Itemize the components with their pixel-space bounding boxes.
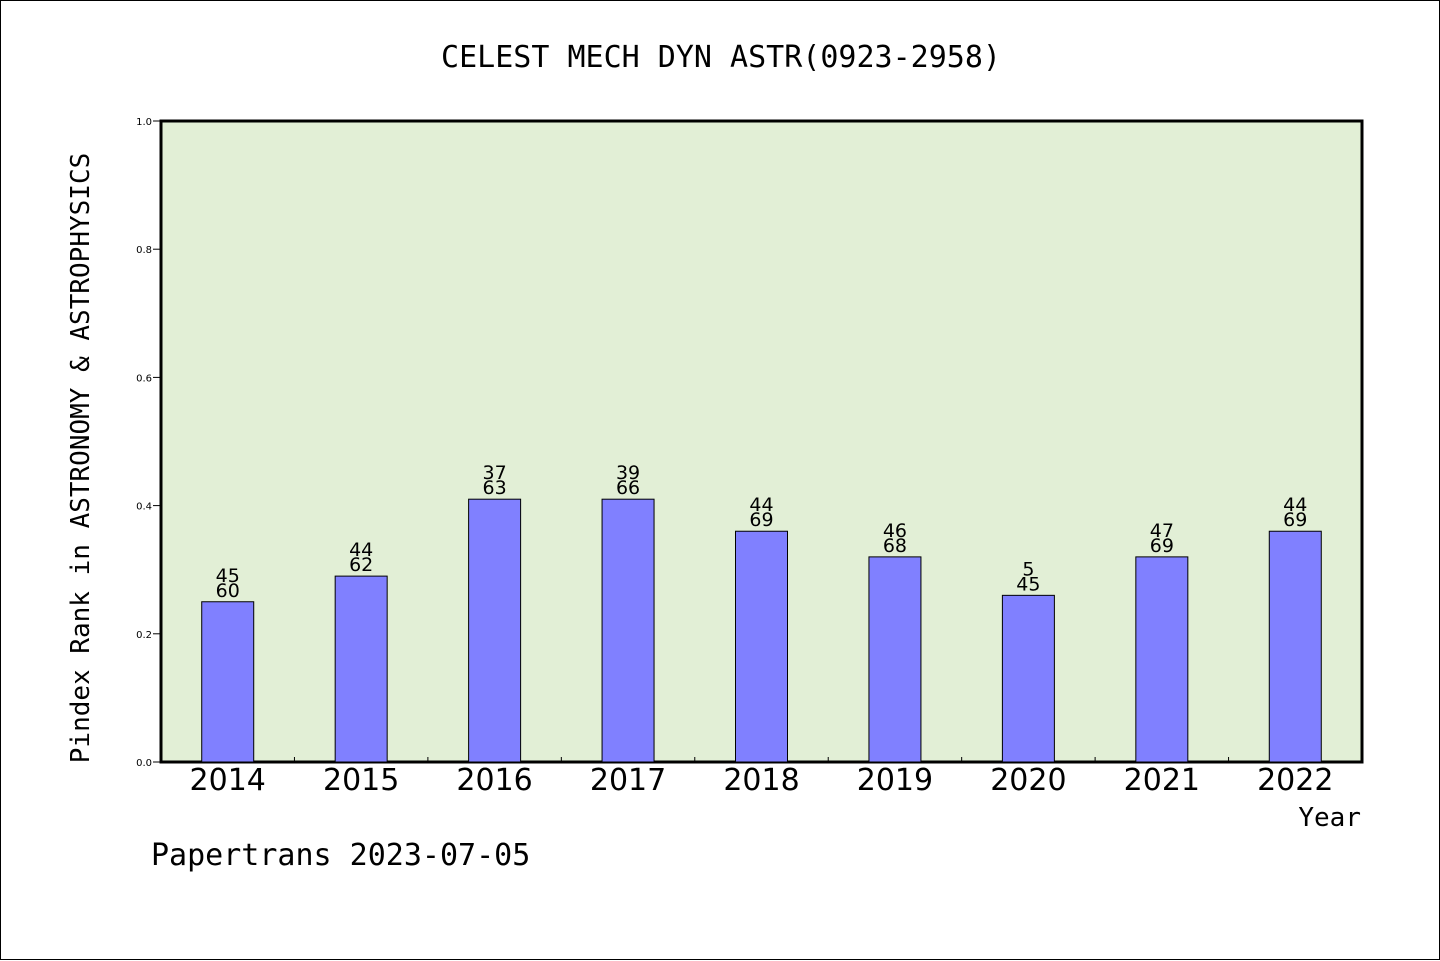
x-tick-label: 2015 (323, 763, 399, 798)
bar-total-label: 63 (483, 477, 507, 499)
bar-2021 (1135, 556, 1189, 763)
bar-rank-label: 39 (616, 462, 640, 484)
bar-total-label: 45 (1016, 573, 1040, 595)
x-tick-label: 2014 (190, 763, 266, 798)
bar-2018 (735, 530, 788, 763)
y-tick-label: 0.0 (136, 758, 152, 769)
bar-2022 (1268, 530, 1322, 763)
bar-2019 (868, 556, 922, 763)
x-tick-label: 2016 (456, 763, 532, 798)
y-axis: 0.0 0.2 0.4 0.6 0.8 1.0 (136, 117, 161, 769)
bar-rank-label: 5 (1022, 558, 1034, 580)
credit-text: Papertrans 2023-07-05 (151, 838, 530, 873)
bar-total-label: 69 (1150, 535, 1174, 557)
bar-rank-label: 47 (1150, 520, 1174, 542)
y-tick-label: 0.2 (136, 630, 152, 641)
y-tick-label: 0.8 (136, 245, 152, 256)
bar-2016 (468, 498, 522, 763)
bar-2014 (201, 601, 255, 763)
y-tick-label: 1.0 (136, 117, 152, 128)
x-tick-label: 2017 (590, 763, 666, 798)
bar-total-label: 62 (349, 554, 373, 576)
bar-2015 (334, 575, 388, 763)
x-tick-label: 2022 (1257, 763, 1333, 798)
bar-rank-label: 45 (216, 565, 240, 587)
bar-rank-label: 44 (349, 539, 373, 561)
x-axis-label: Year (1298, 803, 1361, 833)
bar-total-label: 69 (749, 509, 773, 531)
x-tick-label: 2019 (857, 763, 933, 798)
x-tick-label: 2018 (723, 763, 799, 798)
chart-title: CELEST MECH DYN ASTR(0923-2958) (441, 40, 1001, 75)
x-axis: 2014 2015 2016 2017 2018 2019 2020 2021 2022 (190, 757, 1333, 798)
bar-rank-label: 44 (1283, 494, 1307, 516)
y-tick-label: 0.4 (136, 502, 152, 513)
x-tick-label: 2020 (990, 763, 1066, 798)
bar-2020 (1001, 594, 1055, 763)
bar-2017 (601, 498, 655, 763)
bar-rank-label: 37 (483, 462, 507, 484)
bars (201, 498, 1322, 763)
bar-total-label: 68 (883, 535, 907, 557)
bar-total-label: 66 (616, 477, 640, 499)
bar-total-label: 60 (216, 580, 240, 602)
bar-rank-label: 46 (883, 520, 907, 542)
y-tick-label: 0.6 (136, 373, 152, 384)
x-tick-label: 2021 (1124, 763, 1200, 798)
bar-total-label: 69 (1283, 509, 1307, 531)
bar-rank-label: 44 (749, 494, 773, 516)
y-axis-label: Pindex Rank in ASTRONOMY & ASTROPHYSICS (66, 153, 96, 763)
